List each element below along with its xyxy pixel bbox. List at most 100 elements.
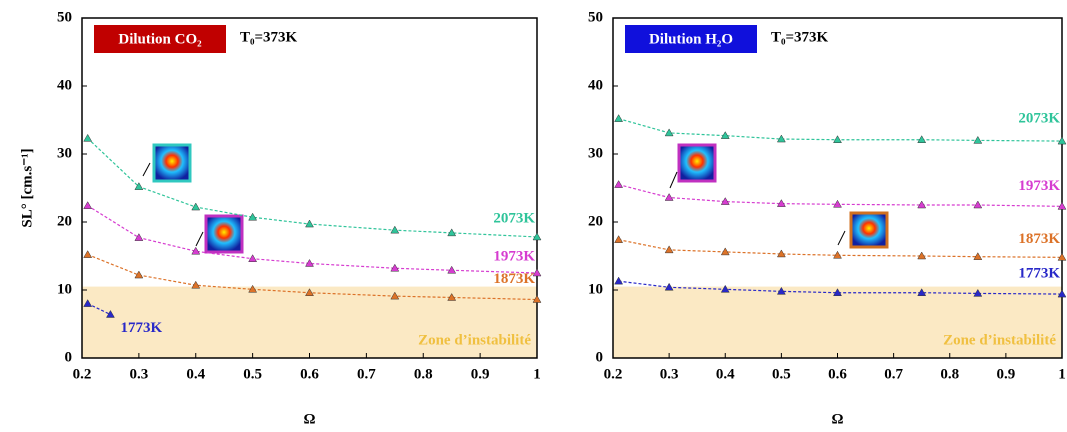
x-axis-label: Ω	[303, 411, 315, 427]
zone-label: Zone d’instabilité	[943, 332, 1056, 348]
arrow	[837, 230, 846, 246]
y-tick-label: 20	[57, 213, 72, 229]
x-tick-label: 0.5	[772, 366, 791, 382]
series-label: 1973K	[1018, 178, 1060, 194]
marker	[1057, 201, 1067, 210]
marker	[305, 219, 314, 228]
dilution-box	[94, 25, 226, 53]
y-tick-label: 30	[588, 145, 603, 161]
dilution-label: Dilution H₂O	[649, 31, 733, 47]
plot-frame	[81, 17, 538, 359]
marker	[614, 114, 624, 122]
marker	[720, 131, 730, 139]
arrow	[195, 231, 204, 247]
y-tick-label: 10	[57, 281, 72, 297]
marker	[720, 197, 730, 205]
marker	[917, 288, 927, 296]
marker	[1057, 289, 1067, 298]
x-tick-label: 0.7	[884, 366, 903, 382]
marker	[191, 246, 201, 255]
series-label: 1773K	[1018, 266, 1060, 282]
marker	[248, 212, 258, 221]
marker	[390, 225, 400, 234]
arrow	[142, 162, 151, 177]
x-tick-label: 0.9	[997, 366, 1016, 382]
marker	[305, 288, 314, 296]
marker	[106, 309, 115, 318]
plot-frame	[612, 17, 1063, 359]
arrow	[669, 171, 678, 189]
marker	[973, 200, 983, 209]
marker	[917, 200, 927, 209]
subtitle: T₀=373K	[771, 29, 829, 45]
x-axis-label: Ω	[831, 411, 843, 427]
y-tick-label: 40	[588, 77, 603, 93]
insets	[142, 143, 889, 254]
y-tick-label: 10	[588, 281, 603, 297]
flame-inset	[849, 211, 889, 249]
marker	[134, 270, 144, 279]
marker	[917, 135, 927, 143]
marker	[191, 202, 201, 211]
marker	[973, 252, 983, 260]
marker	[833, 135, 842, 143]
marker	[134, 233, 144, 241]
series-line	[618, 239, 1063, 258]
subtitle: T₀=373K	[240, 29, 298, 45]
marker	[83, 299, 93, 307]
marker	[447, 228, 457, 237]
marker	[134, 182, 144, 190]
marker	[83, 250, 93, 258]
marker	[390, 291, 400, 300]
marker	[390, 263, 400, 272]
marker	[973, 288, 983, 297]
x-tick-label: 0.4	[716, 366, 735, 382]
marker	[532, 268, 542, 277]
x-tick-label: 0.8	[940, 366, 959, 382]
marker	[776, 249, 786, 258]
x-tick-label: 0.8	[414, 366, 433, 382]
marker	[776, 134, 786, 143]
y-tick-label: 20	[588, 213, 603, 229]
flame-inset	[204, 214, 244, 254]
series-label: 1873K	[1018, 231, 1060, 247]
marker	[973, 135, 983, 144]
marker	[447, 292, 457, 301]
marker	[917, 251, 927, 260]
series-label: 1773K	[120, 320, 162, 336]
instability-zone	[613, 286, 1062, 358]
series-label: 2073K	[1018, 111, 1060, 127]
y-tick-label: 50	[57, 9, 72, 25]
marker	[664, 245, 674, 254]
marker	[1057, 252, 1067, 261]
series-line	[87, 205, 538, 274]
x-tick-label: 0.9	[471, 366, 490, 382]
marker	[248, 254, 258, 262]
x-tick-label: 0.3	[660, 366, 679, 382]
marker	[833, 250, 842, 259]
marker	[614, 235, 624, 243]
marker	[1057, 136, 1067, 145]
dilution-label: Dilution CO₂	[118, 31, 202, 47]
x-tick-label: 1	[1058, 366, 1066, 382]
series-label: 1973K	[493, 248, 535, 264]
flame-inset	[152, 143, 192, 183]
flame-inset	[677, 143, 717, 183]
x-tick-label: 0.7	[357, 366, 376, 382]
dilution-box	[625, 25, 757, 53]
series-line	[618, 280, 1063, 295]
series-label: 2073K	[493, 210, 535, 226]
y-tick-label: 50	[588, 9, 603, 25]
x-tick-label: 1	[533, 366, 541, 382]
marker	[664, 282, 674, 291]
marker	[532, 295, 542, 303]
y-axis-label: SL° [cm.s⁻¹]	[19, 148, 35, 227]
marker	[664, 193, 674, 201]
x-tick-label: 0.6	[828, 366, 847, 382]
marker	[191, 280, 201, 289]
marker	[720, 284, 730, 293]
x-tick-label: 0.6	[300, 366, 319, 382]
series-label: 1873K	[493, 271, 535, 287]
zone-label: Zone d’instabilité	[418, 332, 531, 348]
